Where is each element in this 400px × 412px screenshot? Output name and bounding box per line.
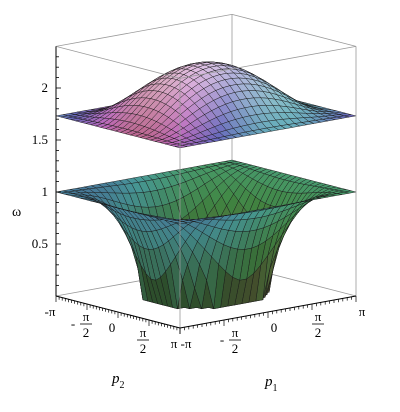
box-edge-front: [55, 46, 181, 79]
tick-sign: -: [71, 316, 75, 331]
tick-denominator: 2: [232, 341, 239, 356]
box-edge-front: [179, 46, 357, 79]
tick-denominator: 2: [83, 325, 90, 340]
surfaces-group: [55, 61, 357, 310]
x-tick-label: -π: [181, 336, 192, 351]
tick-numerator: π: [232, 325, 239, 340]
z-tick-label: 1.5: [32, 132, 48, 147]
z-axis-label: ω: [12, 205, 21, 220]
y-axis-label: p2: [111, 371, 125, 391]
z-tick-label: 1: [42, 184, 49, 199]
tick-numerator: π: [315, 309, 322, 324]
z-axis: 0.5 1 1.5 2: [32, 46, 61, 296]
y-tick-label: - π2: [71, 309, 92, 340]
z-tick-label: 0.5: [32, 236, 48, 251]
x-tick-label: - π2: [220, 325, 241, 356]
tick-numerator: π: [140, 325, 147, 340]
x-tick-label: π2: [312, 309, 324, 340]
x-tick-label: 0: [271, 320, 278, 335]
tick-denominator: 2: [140, 341, 147, 356]
x-axis-label: p1: [264, 374, 278, 394]
z-tick-label: 2: [42, 80, 49, 95]
tick-numerator: π: [83, 309, 90, 324]
y-tick-label: 0: [109, 320, 116, 335]
box-edge-back: [231, 14, 357, 47]
y-tick-label: π: [171, 336, 178, 351]
tick-denominator: 2: [315, 325, 322, 340]
box-edge-back: [55, 14, 233, 47]
y-tick-label: -π: [45, 304, 56, 319]
y-tick-label: π2: [137, 325, 149, 356]
x-tick-label: π: [359, 304, 366, 319]
tick-sign: -: [220, 332, 224, 347]
